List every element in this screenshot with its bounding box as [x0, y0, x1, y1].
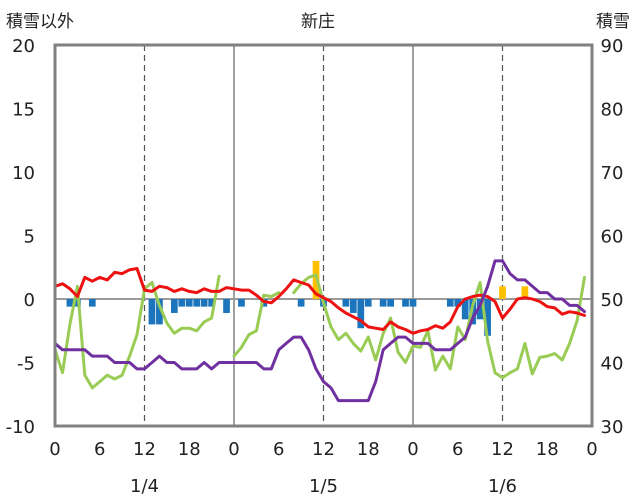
left-axis-label: 積雪以外: [6, 12, 74, 32]
right-tick-label: 80: [601, 100, 624, 121]
left-tick-label: 0: [24, 290, 35, 311]
x-tick-label: 0: [228, 439, 239, 460]
x-tick-label: 6: [94, 439, 105, 460]
blue-bar: [349, 299, 357, 313]
x-tick-label: 12: [312, 439, 335, 460]
date-label: 1/5: [309, 476, 338, 497]
blue-bar: [454, 299, 462, 307]
blue-bar: [238, 299, 245, 307]
right-tick-label: 40: [601, 354, 624, 375]
blue-bar: [66, 299, 74, 307]
right-tick-label: 60: [601, 227, 624, 248]
blue-bar: [148, 299, 156, 325]
x-tick-label: 18: [357, 439, 380, 460]
green-series-line: [53, 274, 221, 390]
red-series-line: [53, 267, 586, 335]
blue-bar: [170, 299, 178, 313]
blue-bar: [185, 299, 193, 307]
right-tick-label: 90: [601, 36, 624, 57]
x-tick-label: 12: [133, 439, 156, 460]
x-tick-label: 6: [273, 439, 284, 460]
chart-title: 新庄: [301, 12, 335, 32]
left-tick-label: 5: [24, 227, 35, 248]
blue-bar: [297, 299, 305, 307]
blue-bar: [461, 299, 469, 320]
right-tick-label: 70: [601, 163, 624, 184]
blue-bar: [357, 299, 365, 329]
date-label: 1/4: [130, 476, 159, 497]
blue-bar: [200, 299, 208, 307]
blue-bar: [402, 299, 409, 307]
blue-bar: [223, 299, 230, 313]
right-tick-label: 50: [601, 290, 624, 311]
blue-bar: [178, 299, 186, 307]
x-tick-label: 12: [491, 439, 514, 460]
blue-bar: [476, 299, 484, 320]
blue-bar: [156, 299, 163, 325]
blue-bar: [387, 299, 394, 307]
blue-bar: [342, 299, 350, 307]
blue-bar: [193, 299, 201, 307]
yellow-bar: [499, 286, 506, 299]
line-series: [53, 259, 586, 403]
date-label: 1/6: [488, 476, 517, 497]
x-tick-label: 18: [536, 439, 559, 460]
left-tick-label: 20: [12, 36, 35, 57]
right-axis-label: 積雪: [596, 12, 630, 32]
blue-bar: [484, 299, 491, 336]
x-tick-label: 0: [586, 439, 597, 460]
blue-bar: [446, 299, 454, 307]
blue-bar: [379, 299, 387, 307]
left-tick-label: 10: [12, 163, 35, 184]
x-tick-label: 18: [178, 439, 201, 460]
purple-series-line: [53, 259, 586, 403]
x-tick-label: 6: [452, 439, 463, 460]
x-tick-label: 0: [407, 439, 418, 460]
left-tick-label: -10: [6, 417, 35, 438]
green-series-line: [292, 273, 586, 380]
blue-bar: [409, 299, 417, 307]
yellow-bar: [521, 286, 529, 299]
left-tick-label: 15: [12, 100, 35, 121]
plot-frame: [53, 43, 594, 428]
right-tick-label: 30: [601, 417, 624, 438]
green-series-line: [232, 291, 281, 358]
left-tick-label: -5: [17, 354, 35, 375]
blue-bar: [364, 299, 372, 307]
x-tick-label: 0: [49, 439, 60, 460]
blue-bar: [88, 299, 96, 307]
blue-bar: [208, 299, 215, 307]
